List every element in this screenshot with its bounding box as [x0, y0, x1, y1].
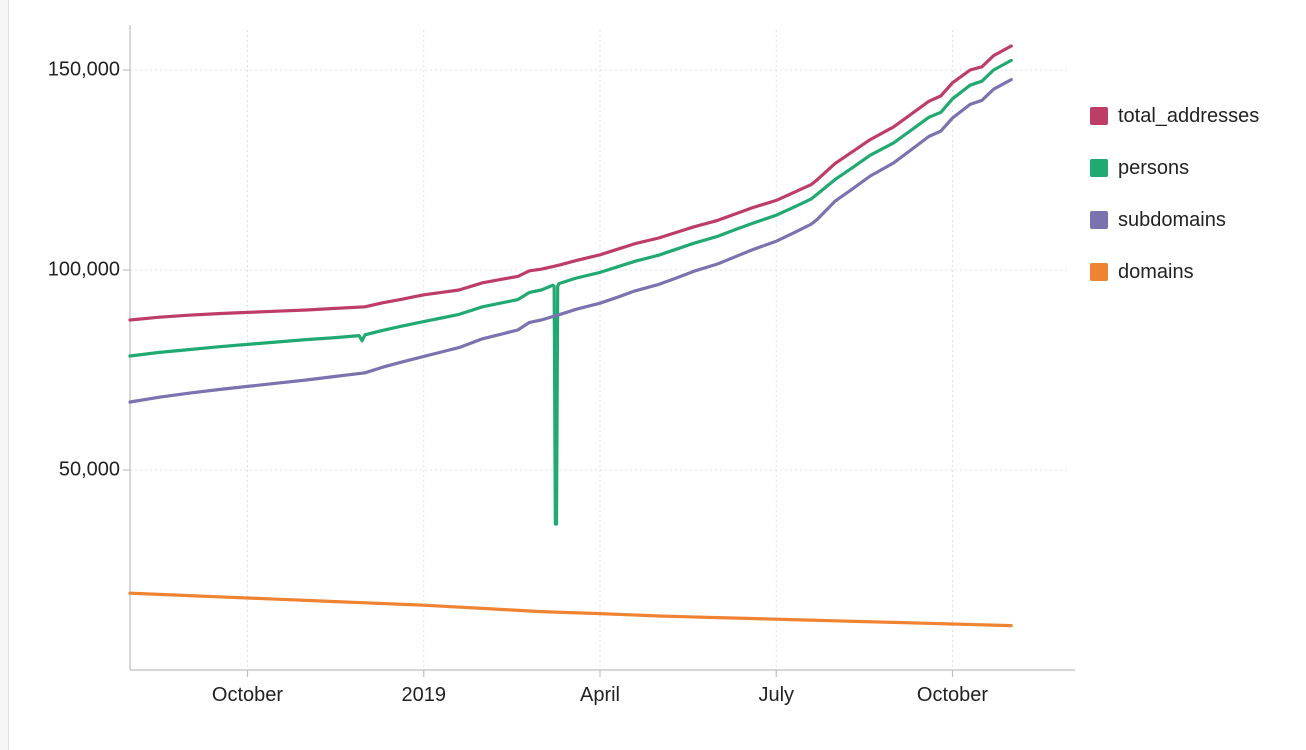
- x-tick-label: October: [917, 684, 988, 707]
- y-tick-label: 100,000: [30, 259, 120, 282]
- y-tick-label: 50,000: [30, 459, 120, 482]
- series-line-persons: [130, 60, 1011, 524]
- legend-item-domains: domains: [1090, 261, 1259, 283]
- legend-label: persons: [1118, 157, 1189, 180]
- legend-item-persons: persons: [1090, 157, 1259, 179]
- legend-swatch: [1090, 159, 1108, 177]
- legend: total_addressespersons subdomains domains: [1090, 105, 1259, 313]
- legend-swatch: [1090, 211, 1108, 229]
- chart-container: total_addressespersonssubdomainsdomains …: [0, 0, 1306, 750]
- x-tick-label: 2019: [402, 684, 447, 707]
- legend-item-total_addresses: total_addresses: [1090, 105, 1259, 127]
- y-tick-label: 150,000: [30, 59, 120, 82]
- series-line-domains: [130, 593, 1011, 625]
- legend-label: subdomains: [1118, 209, 1226, 232]
- x-tick-label: October: [212, 684, 283, 707]
- legend-label: total_addresses: [1118, 105, 1259, 128]
- x-tick-label: July: [758, 684, 794, 707]
- x-tick-label: April: [580, 684, 620, 707]
- legend-swatch: [1090, 107, 1108, 125]
- legend-item-subdomains: subdomains: [1090, 209, 1259, 231]
- legend-swatch: [1090, 263, 1108, 281]
- legend-label: domains: [1118, 261, 1194, 284]
- series-line-subdomains: [130, 80, 1011, 402]
